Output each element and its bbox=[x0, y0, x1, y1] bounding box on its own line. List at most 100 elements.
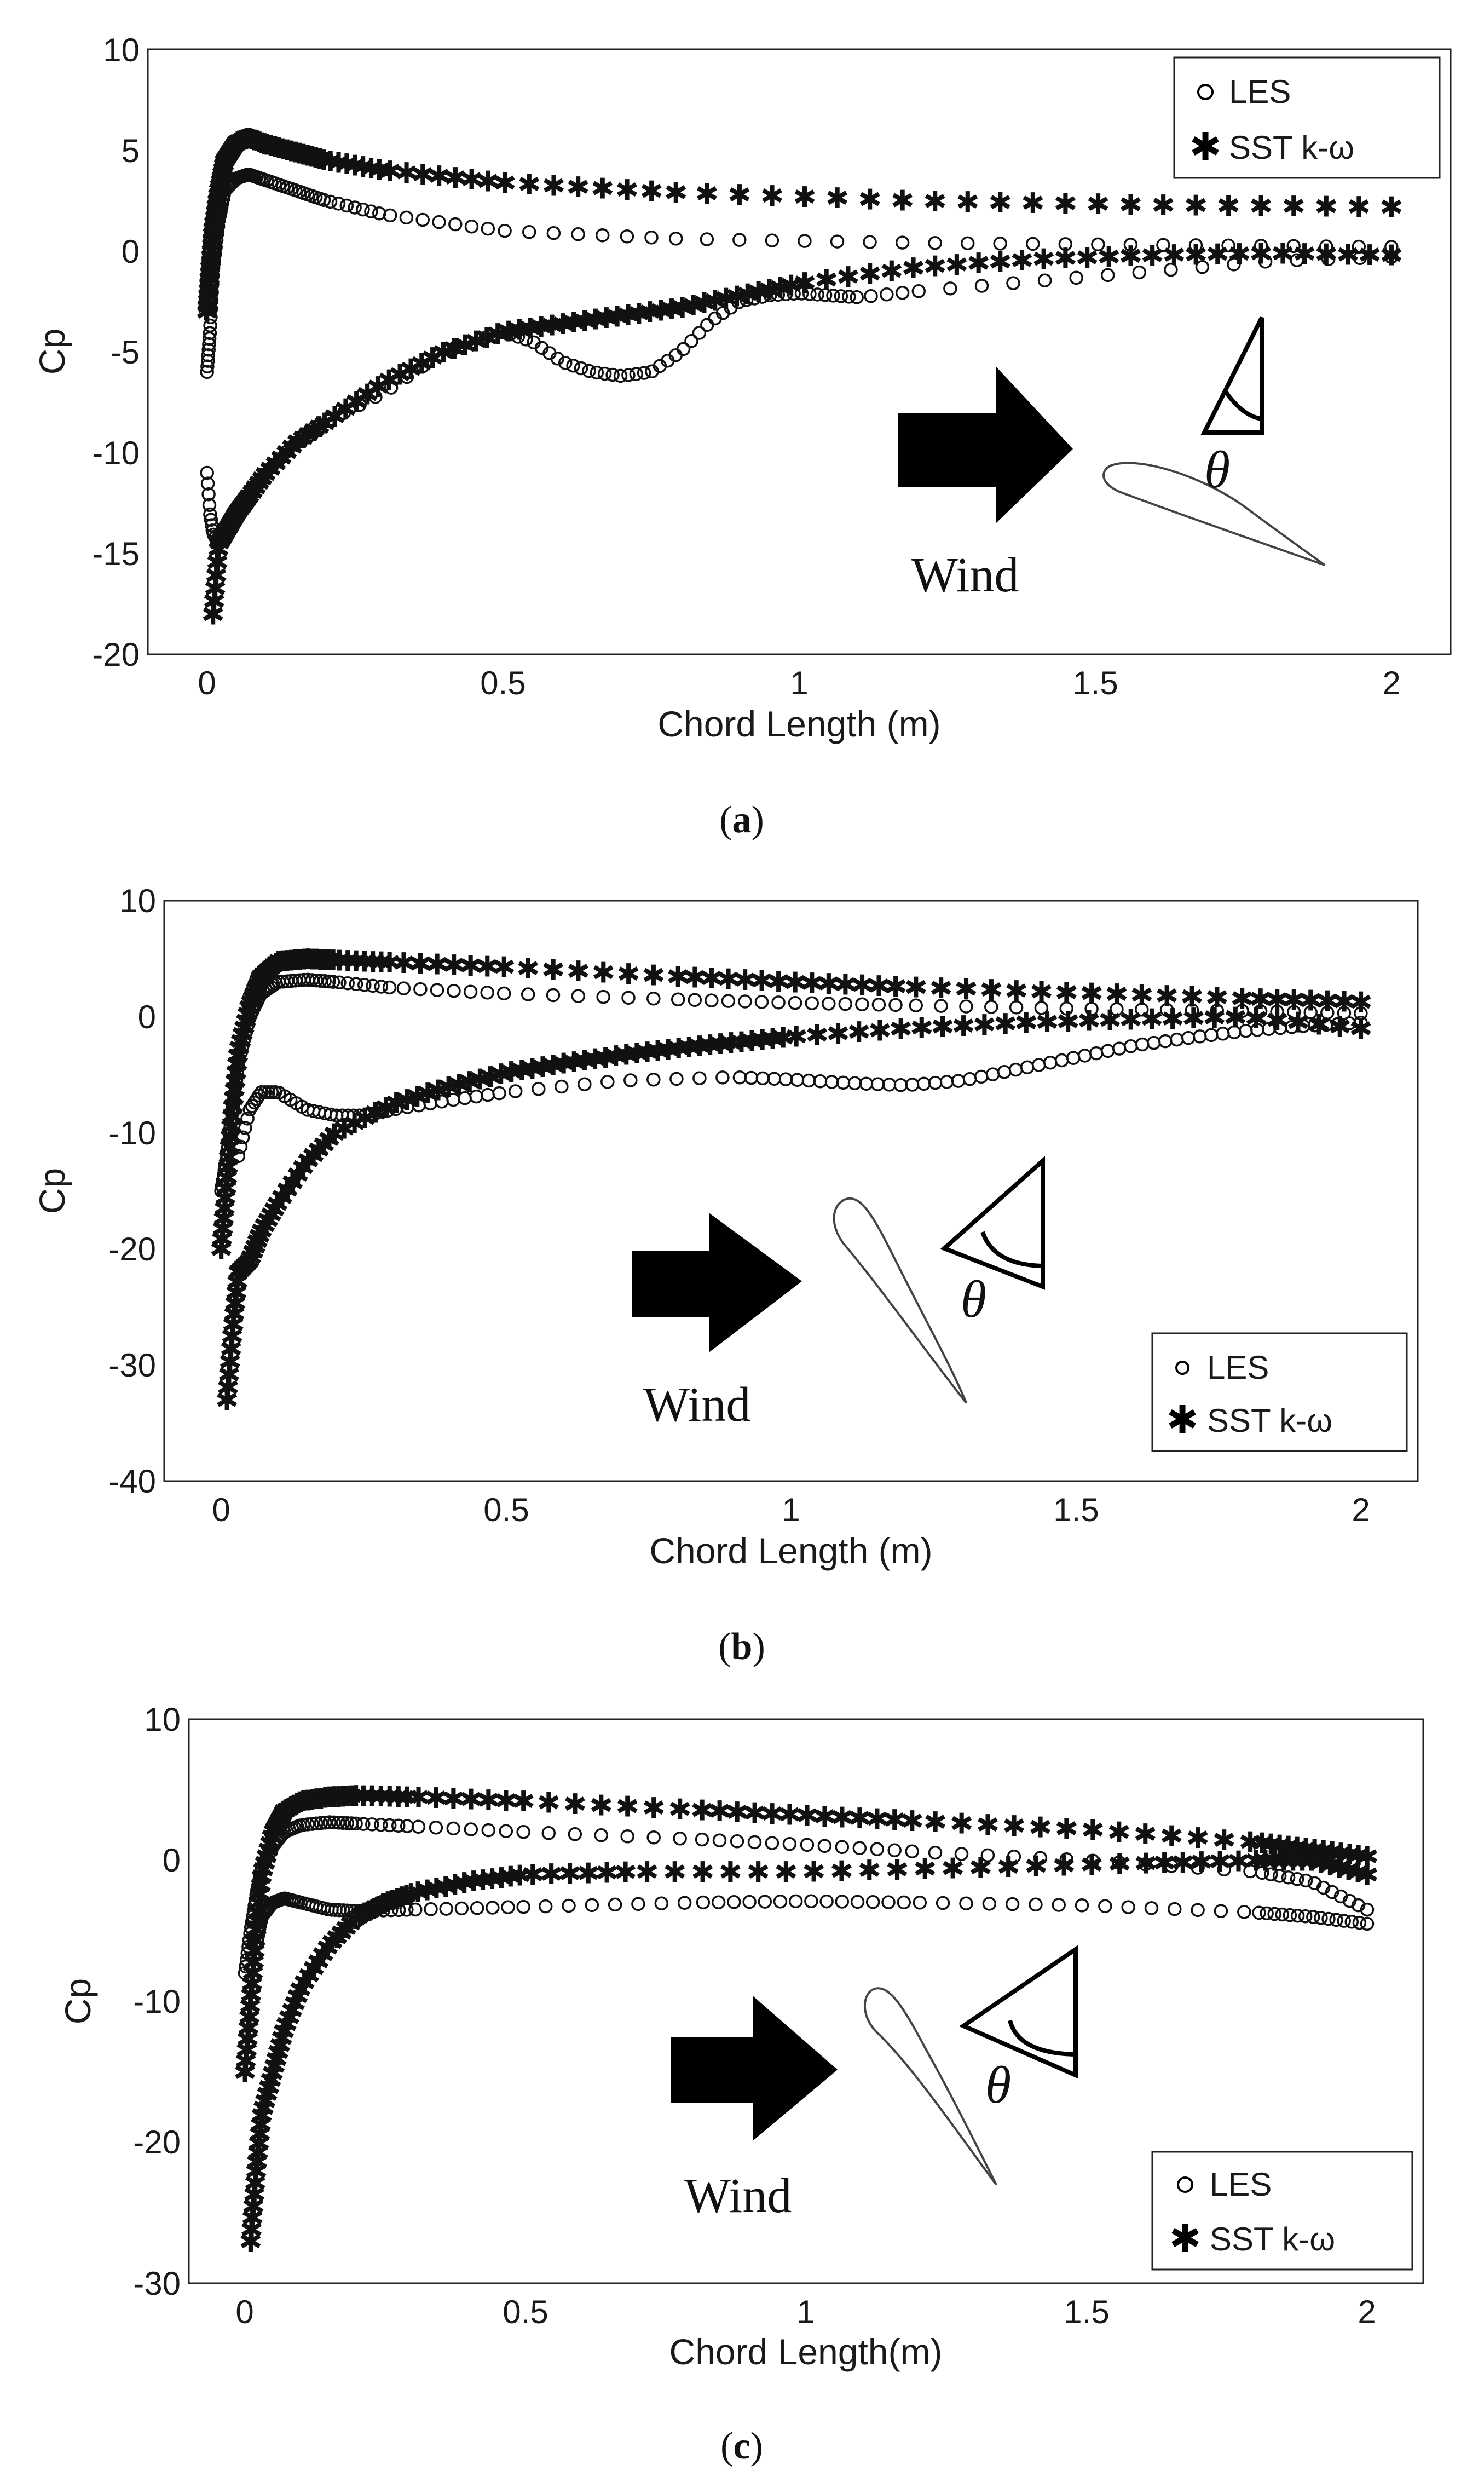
panel-a-sst-point: ✱ bbox=[202, 586, 226, 619]
panel-b-les-point bbox=[447, 983, 461, 998]
panel-c-sst-point: ✱ bbox=[267, 2037, 291, 2070]
panel-a-sst-point: ✱ bbox=[259, 130, 283, 163]
panel-a-sst-point: ✱ bbox=[1358, 239, 1382, 272]
panel-a-legend-sst-label: SST k-ω bbox=[1229, 129, 1354, 166]
panel-c-sst-point: ✱ bbox=[235, 2035, 259, 2068]
panel-c-les-point bbox=[327, 1815, 341, 1830]
panel-a-sst-point: ✱ bbox=[507, 314, 532, 347]
panel-b-les-point bbox=[215, 1178, 229, 1193]
panel-a-les-point bbox=[692, 326, 707, 340]
panel-c-sst-point: ✱ bbox=[339, 1781, 363, 1813]
panel-a-sst-point: ✱ bbox=[312, 145, 336, 177]
panel-a-sst-point: ✱ bbox=[313, 407, 337, 440]
panel-a-sst-point: ✱ bbox=[923, 251, 947, 284]
panel-c-les-point bbox=[727, 1895, 741, 1909]
panel-a-xtick-label: 2 bbox=[1382, 665, 1400, 701]
panel-a-sst-point: ✱ bbox=[1086, 188, 1110, 221]
panel-b-legend: LES ✱ SST k-ω bbox=[1151, 1332, 1408, 1452]
panel-c-les-point bbox=[318, 1815, 332, 1830]
panel-b-sst-point: ✱ bbox=[229, 1254, 253, 1287]
panel-a-sst-point: ✱ bbox=[639, 176, 663, 209]
panel-c-sst-point: ✱ bbox=[246, 2137, 270, 2170]
panel-a-les-point bbox=[464, 219, 479, 234]
panel-c-sst-point: ✱ bbox=[642, 1792, 666, 1825]
panel-b-les-point bbox=[430, 983, 444, 997]
panel-b-les-point bbox=[1354, 1006, 1368, 1021]
panel-a-caption-close: ) bbox=[752, 799, 764, 841]
panel-b-sst-point: ✱ bbox=[218, 1131, 242, 1164]
panel-a-sst-point: ✱ bbox=[220, 135, 244, 168]
panel-a-sst-point: ✱ bbox=[210, 158, 234, 191]
panel-c-les-point bbox=[1191, 1903, 1205, 1918]
panel-b-caption: (b) bbox=[718, 1626, 765, 1668]
panel-c-sst-point: ✱ bbox=[260, 1821, 284, 1854]
panel-a-sst-point: ✱ bbox=[605, 301, 630, 333]
panel-b-sst-point: ✱ bbox=[1077, 1005, 1101, 1038]
panel-c-sst-point: ✱ bbox=[367, 1891, 391, 1924]
panel-a-sst-point: ✱ bbox=[411, 159, 435, 192]
panel-b-sst-point: ✱ bbox=[1055, 977, 1079, 1010]
panel-b-sst-point: ✱ bbox=[264, 948, 288, 981]
panel-c-sst-point: ✱ bbox=[246, 1896, 270, 1929]
panel-b-les-point bbox=[1110, 1002, 1124, 1016]
panel-b-les-point bbox=[855, 997, 869, 1011]
panel-c-les-point bbox=[248, 1893, 263, 1907]
panel-a-les-point bbox=[205, 518, 219, 532]
panel-b-sst-point: ✱ bbox=[223, 1066, 247, 1098]
panel-b-sst-point: ✱ bbox=[301, 943, 325, 976]
panel-b-sst-point: ✱ bbox=[889, 1014, 913, 1046]
panel-c-legend: LES ✱ SST k-ω bbox=[1151, 2151, 1413, 2271]
panel-a-les-point bbox=[1091, 237, 1105, 252]
panel-c-les-point bbox=[1352, 1915, 1367, 1930]
panel-c-sst-point: ✱ bbox=[339, 1908, 363, 1941]
panel-c-sst-point: ✱ bbox=[239, 1979, 263, 2012]
panel-b-sst-point: ✱ bbox=[884, 971, 908, 1004]
panel-c-les-point bbox=[1283, 1908, 1297, 1922]
panel-c-sst-point: ✱ bbox=[335, 1781, 359, 1813]
panel-b-sst-point: ✱ bbox=[562, 1046, 586, 1079]
panel-b-sst-point: ✱ bbox=[616, 958, 640, 991]
panel-a-sst-point: ✱ bbox=[388, 359, 412, 392]
panel-a-les-point bbox=[481, 221, 495, 236]
panel-a-sst-point: ✱ bbox=[591, 172, 615, 205]
panel-c-les-point bbox=[765, 1836, 779, 1850]
panel-a-sst-point: ✱ bbox=[1184, 189, 1208, 222]
panel-b-les-point bbox=[217, 1163, 232, 1178]
panel-b-sst-point: ✱ bbox=[805, 1020, 829, 1052]
panel-a-sst-point: ✱ bbox=[1379, 191, 1404, 224]
panel-c-sst-point: ✱ bbox=[443, 1869, 467, 1902]
panel-b-les-point bbox=[240, 1112, 255, 1126]
panel-b-sst-point: ✱ bbox=[216, 1152, 240, 1185]
panel-a-les-point bbox=[519, 332, 533, 347]
panel-b-sst-point: ✱ bbox=[1105, 978, 1129, 1011]
panel-a-sst-point: ✱ bbox=[327, 147, 351, 180]
panel-b-sst-point: ✱ bbox=[698, 1029, 722, 1062]
panel-b-legend-les-label: LES bbox=[1207, 1349, 1269, 1386]
panel-c-sst-point: ✱ bbox=[1208, 1846, 1232, 1879]
panel-c-les-point bbox=[340, 1903, 354, 1918]
panel-c-sst-point: ✱ bbox=[247, 1887, 271, 1920]
panel-c-les-point bbox=[238, 1966, 252, 1980]
panel-a-sst-point: ✱ bbox=[562, 307, 586, 339]
panel-a-legend: LES ✱ SST k-ω bbox=[1173, 56, 1441, 179]
panel-c-x-axis-label: Chord Length(m) bbox=[669, 2331, 943, 2372]
panel-c-sst-point: ✱ bbox=[1355, 1859, 1379, 1892]
panel-c-sst-point: ✱ bbox=[252, 2093, 276, 2126]
panel-a-sst-point: ✱ bbox=[197, 274, 221, 307]
panel-b-sst-point: ✱ bbox=[750, 965, 774, 998]
panel-a-sst-point: ✱ bbox=[213, 145, 237, 178]
panel-b-les-point bbox=[1210, 1003, 1225, 1018]
panel-c-sst-point: ✱ bbox=[1171, 1847, 1195, 1880]
panel-c-sst-point: ✱ bbox=[282, 1789, 307, 1822]
panel-a-sst-point: ✱ bbox=[263, 131, 287, 164]
panel-b-les-point bbox=[1009, 1000, 1024, 1015]
panel-c-les-point bbox=[850, 1895, 865, 1909]
panel-b-sst-point: ✱ bbox=[232, 1012, 256, 1045]
panel-c-les-point bbox=[1007, 1850, 1021, 1864]
panel-c-sst-point: ✱ bbox=[280, 1791, 304, 1824]
panel-a-sst-point: ✱ bbox=[297, 419, 321, 452]
panel-b-sst-point: ✱ bbox=[442, 949, 466, 982]
panel-a-les-point bbox=[1195, 260, 1210, 274]
panel-a-les-point bbox=[895, 235, 910, 250]
panel-a-sst-point: ✱ bbox=[224, 128, 249, 160]
